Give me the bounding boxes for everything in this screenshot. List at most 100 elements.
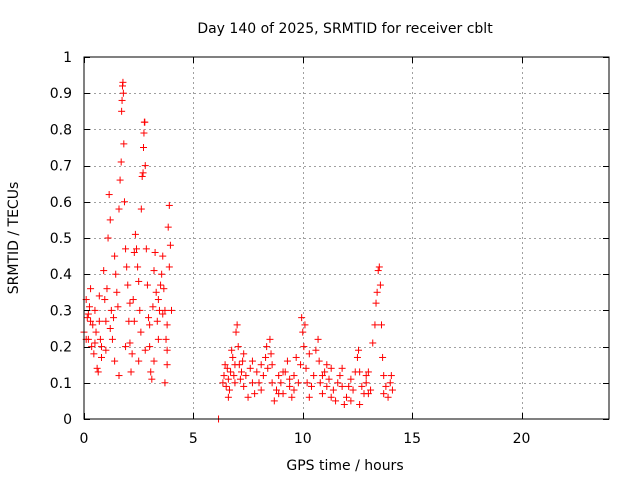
data-point xyxy=(118,96,126,104)
data-point xyxy=(266,335,274,343)
data-point xyxy=(283,357,291,365)
data-point xyxy=(303,379,311,387)
data-point xyxy=(98,353,105,361)
data-point xyxy=(119,89,127,97)
data-point xyxy=(166,241,174,249)
data-point xyxy=(115,205,123,213)
data-point xyxy=(163,321,171,329)
data-point xyxy=(84,310,92,318)
data-point xyxy=(105,191,113,199)
data-point xyxy=(148,375,156,383)
data-point xyxy=(286,375,294,383)
data-point xyxy=(153,317,161,325)
data-point xyxy=(334,379,342,387)
data-point xyxy=(338,382,346,390)
data-point xyxy=(362,372,370,380)
axis-ticks xyxy=(84,57,609,420)
data-point xyxy=(138,172,146,180)
data-point xyxy=(162,335,170,343)
x-tick-label: 5 xyxy=(189,431,198,447)
data-point xyxy=(88,343,96,351)
data-point xyxy=(141,162,149,170)
data-point xyxy=(373,288,381,296)
data-point xyxy=(246,364,254,372)
data-point xyxy=(380,390,388,398)
data-point xyxy=(318,390,326,398)
data-point xyxy=(233,321,241,329)
x-tick-label: 10 xyxy=(294,431,312,447)
data-point xyxy=(323,361,331,369)
data-point xyxy=(327,364,335,372)
data-point xyxy=(140,144,147,151)
data-point xyxy=(367,386,375,394)
data-point xyxy=(104,234,112,242)
data-point xyxy=(110,314,118,322)
data-point xyxy=(135,277,143,285)
data-point xyxy=(312,346,320,354)
data-point xyxy=(343,393,350,401)
data-point xyxy=(135,357,143,365)
data-point xyxy=(231,361,239,369)
data-point xyxy=(107,306,115,314)
data-point xyxy=(298,314,306,322)
data-point xyxy=(302,364,310,372)
data-point xyxy=(275,372,283,380)
data-point xyxy=(262,353,270,361)
data-point xyxy=(158,270,166,278)
data-point xyxy=(347,397,355,405)
data-point xyxy=(375,263,383,271)
data-point xyxy=(349,386,357,394)
data-point xyxy=(152,288,160,296)
data-point xyxy=(91,339,99,347)
data-point xyxy=(93,364,101,372)
data-point xyxy=(136,306,144,314)
data-point xyxy=(225,386,233,394)
data-point xyxy=(130,248,138,256)
data-point xyxy=(372,299,380,307)
data-point xyxy=(329,386,337,394)
data-point xyxy=(332,397,340,405)
data-point xyxy=(234,343,242,351)
data-point xyxy=(290,386,298,394)
data-point xyxy=(301,321,309,329)
data-point xyxy=(147,368,155,376)
data-point xyxy=(308,382,315,390)
data-point xyxy=(150,267,158,275)
data-point xyxy=(300,343,308,351)
data-point xyxy=(263,343,271,351)
data-point xyxy=(362,379,370,387)
data-point xyxy=(371,321,379,329)
data-point xyxy=(376,281,384,289)
data-point xyxy=(257,361,265,369)
data-point xyxy=(96,335,104,343)
data-point xyxy=(131,230,139,238)
data-point xyxy=(236,375,244,383)
y-tick-label: 0.7 xyxy=(50,159,72,175)
data-point xyxy=(345,382,353,390)
data-point xyxy=(137,328,145,336)
data-point xyxy=(364,368,372,376)
data-point xyxy=(264,364,272,372)
y-tick-label: 0 xyxy=(63,412,72,428)
data-point xyxy=(112,270,120,278)
data-point xyxy=(255,379,263,387)
data-point xyxy=(253,368,261,376)
data-point xyxy=(94,368,102,376)
data-point xyxy=(239,357,247,365)
data-point xyxy=(316,379,324,387)
data-point xyxy=(340,401,348,409)
data-point xyxy=(154,335,162,343)
data-point xyxy=(356,368,364,376)
data-point xyxy=(142,245,150,253)
y-tick-label: 0.5 xyxy=(50,231,72,247)
data-point xyxy=(294,379,302,387)
data-point xyxy=(102,317,110,325)
data-point xyxy=(126,339,134,347)
y-tick-label: 0.1 xyxy=(50,376,72,392)
data-point xyxy=(111,357,119,365)
data-point xyxy=(228,346,236,354)
data-point xyxy=(240,382,248,390)
data-point xyxy=(353,353,361,361)
data-point xyxy=(95,292,103,300)
y-tick-label: 0.4 xyxy=(50,267,72,283)
